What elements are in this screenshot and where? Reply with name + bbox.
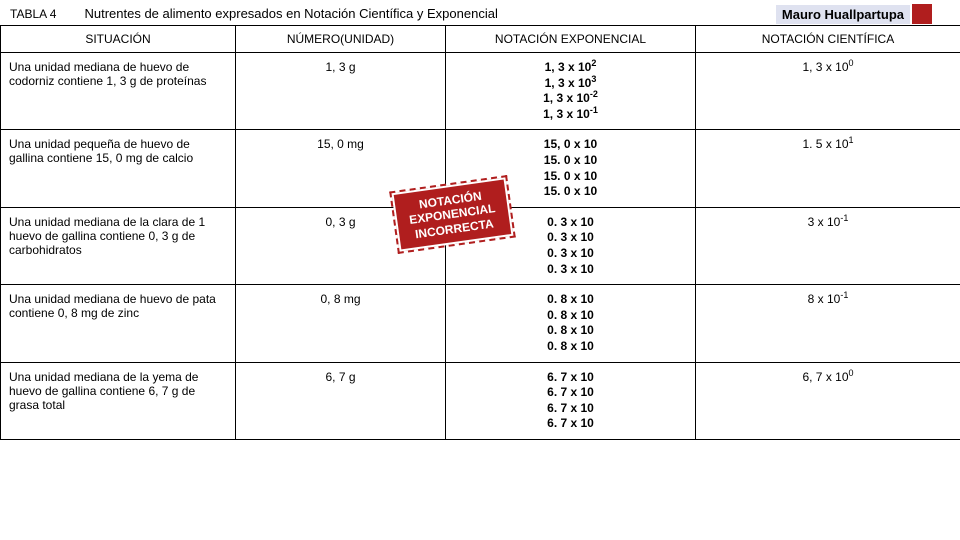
col-header-exponencial: NOTACIÓN EXPONENCIAL [446, 26, 696, 53]
cell-exponencial: 6. 7 x 106. 7 x 106. 7 x 106. 7 x 10 [446, 362, 696, 439]
table-row: Una unidad mediana de huevo de codorniz … [1, 53, 960, 130]
cell-cientifica: 3 x 10-1 [696, 207, 960, 284]
cell-numero: 6, 7 g [236, 362, 446, 439]
cell-numero: 15, 0 mg [236, 130, 446, 207]
col-header-cientifica: NOTACIÓN CIENTÍFICA [696, 26, 960, 53]
cell-cientifica: 8 x 10-1 [696, 285, 960, 362]
cell-cientifica: 6, 7 x 100 [696, 362, 960, 439]
author-block: Mauro Huallpartupa [776, 4, 932, 24]
table-row: Una unidad mediana de la clara de 1 huev… [1, 207, 960, 284]
cell-exponencial: 1, 3 x 1021, 3 x 1031, 3 x 10-21, 3 x 10… [446, 53, 696, 130]
cell-numero: 0, 8 mg [236, 285, 446, 362]
cell-situacion: Una unidad mediana de huevo de pata cont… [1, 285, 236, 362]
cell-cientifica: 1. 5 x 101 [696, 130, 960, 207]
cell-cientifica: 1, 3 x 100 [696, 53, 960, 130]
cell-situacion: Una unidad mediana de la clara de 1 huev… [1, 207, 236, 284]
accent-square-icon [912, 4, 932, 24]
cell-numero: 0, 3 g [236, 207, 446, 284]
table-label: TABLA 4 [10, 7, 56, 21]
cell-exponencial: 0. 8 x 100. 8 x 100. 8 x 100. 8 x 10 [446, 285, 696, 362]
table-row: Una unidad pequeña de huevo de gallina c… [1, 130, 960, 207]
cell-exponencial: 15, 0 x 1015. 0 x 1015. 0 x 1015. 0 x 10 [446, 130, 696, 207]
table-row: Una unidad mediana de la yema de huevo d… [1, 362, 960, 439]
cell-exponencial: 0. 3 x 100. 3 x 100. 3 x 100. 3 x 10 [446, 207, 696, 284]
col-header-situacion: SITUACIÓN [1, 26, 236, 53]
page-title: Nutrentes de alimento expresados en Nota… [84, 6, 497, 21]
cell-situacion: Una unidad mediana de huevo de codorniz … [1, 53, 236, 130]
data-table: SITUACIÓN NÚMERO(UNIDAD) NOTACIÓN EXPONE… [0, 25, 960, 440]
cell-situacion: Una unidad mediana de la yema de huevo d… [1, 362, 236, 439]
cell-situacion: Una unidad pequeña de huevo de gallina c… [1, 130, 236, 207]
table-row: Una unidad mediana de huevo de pata cont… [1, 285, 960, 362]
col-header-numero: NÚMERO(UNIDAD) [236, 26, 446, 53]
author-name: Mauro Huallpartupa [776, 5, 910, 24]
cell-numero: 1, 3 g [236, 53, 446, 130]
header-bar: TABLA 4 Nutrentes de alimento expresados… [0, 0, 960, 25]
table-header-row: SITUACIÓN NÚMERO(UNIDAD) NOTACIÓN EXPONE… [1, 26, 960, 53]
